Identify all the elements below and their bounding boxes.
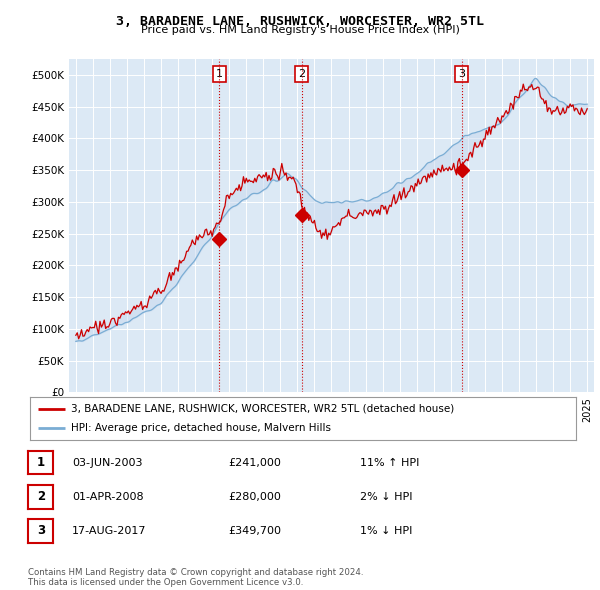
Text: 1: 1 [216, 69, 223, 79]
Text: 03-JUN-2003: 03-JUN-2003 [72, 458, 143, 467]
Text: 3, BARADENE LANE, RUSHWICK, WORCESTER, WR2 5TL (detached house): 3, BARADENE LANE, RUSHWICK, WORCESTER, W… [71, 404, 454, 414]
Text: 1% ↓ HPI: 1% ↓ HPI [360, 526, 412, 536]
Text: 3: 3 [37, 525, 45, 537]
Text: 2% ↓ HPI: 2% ↓ HPI [360, 492, 413, 502]
Text: 2: 2 [37, 490, 45, 503]
Text: 3, BARADENE LANE, RUSHWICK, WORCESTER, WR2 5TL: 3, BARADENE LANE, RUSHWICK, WORCESTER, W… [116, 15, 484, 28]
Text: Price paid vs. HM Land Registry's House Price Index (HPI): Price paid vs. HM Land Registry's House … [140, 25, 460, 35]
Text: £241,000: £241,000 [228, 458, 281, 467]
Text: 1: 1 [37, 456, 45, 469]
Text: 01-APR-2008: 01-APR-2008 [72, 492, 143, 502]
Text: £280,000: £280,000 [228, 492, 281, 502]
Text: 3: 3 [458, 69, 465, 79]
Text: Contains HM Land Registry data © Crown copyright and database right 2024.
This d: Contains HM Land Registry data © Crown c… [28, 568, 364, 587]
Text: 11% ↑ HPI: 11% ↑ HPI [360, 458, 419, 467]
Text: 2: 2 [298, 69, 305, 79]
Text: HPI: Average price, detached house, Malvern Hills: HPI: Average price, detached house, Malv… [71, 423, 331, 433]
Text: £349,700: £349,700 [228, 526, 281, 536]
Text: 17-AUG-2017: 17-AUG-2017 [72, 526, 146, 536]
